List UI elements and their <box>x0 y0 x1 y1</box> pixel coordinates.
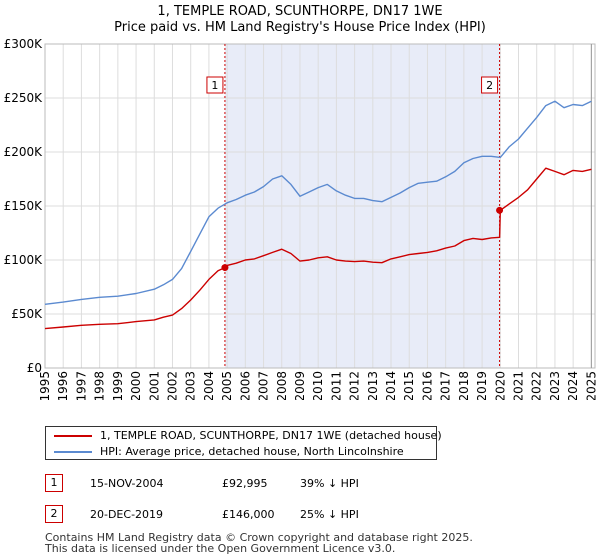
y-tick-label: £150K <box>4 199 44 213</box>
sale-price: £92,995 <box>222 477 268 490</box>
sale-date: 20-DEC-2019 <box>90 508 164 521</box>
x-tick-label: 1996 <box>56 371 70 400</box>
x-tick-label: 2010 <box>311 371 325 400</box>
legend-label-hpi: HPI: Average price, detached house, Nort… <box>100 445 404 458</box>
y-tick-label: £200K <box>4 145 44 159</box>
y-tick-label: £50K <box>11 307 43 321</box>
sale-hpi-diff: 39% ↓ HPI <box>300 477 359 490</box>
x-tick-label: 2017 <box>439 371 453 400</box>
sale-marker-label: 2 <box>486 79 493 92</box>
x-tick-label: 2016 <box>420 371 434 400</box>
sale-marker-box: 2 <box>45 505 63 523</box>
sale-point <box>496 206 504 214</box>
y-tick-label: £300K <box>4 37 44 51</box>
sale-point <box>221 264 229 272</box>
x-tick-label: 2000 <box>129 371 143 400</box>
x-tick-label: 2004 <box>202 371 216 400</box>
sale-hpi-diff: 25% ↓ HPI <box>300 508 359 521</box>
x-tick-label: 2012 <box>348 371 362 400</box>
legend: 1, TEMPLE ROAD, SCUNTHORPE, DN17 1WE (de… <box>45 426 442 460</box>
y-tick-label: £100K <box>4 253 44 267</box>
sale-price: £146,000 <box>222 508 275 521</box>
y-tick-label: £0 <box>27 361 42 375</box>
hpi-line <box>44 100 592 305</box>
x-tick-label: 2008 <box>275 371 289 400</box>
x-tick-label: 2011 <box>329 371 343 400</box>
x-tick-label: 2003 <box>184 371 198 400</box>
sale-marker-label: 1 <box>211 79 218 92</box>
x-tick-label: 2005 <box>220 371 234 400</box>
y-tick-label: £250K <box>4 91 44 105</box>
sale-marker-box: 1 <box>45 474 63 492</box>
footer-licence: This data is licensed under the Open Gov… <box>45 542 396 555</box>
x-tick-label: 2013 <box>366 371 380 400</box>
legend-label-property: 1, TEMPLE ROAD, SCUNTHORPE, DN17 1WE (de… <box>100 429 442 442</box>
property-price-line <box>44 167 592 330</box>
x-tick-label: 2023 <box>548 371 562 400</box>
x-tick-label: 2007 <box>257 371 271 400</box>
x-tick-label: 2009 <box>293 371 307 400</box>
price-chart: £0 £50K £100K £150K £200K £250K £300K 1995 1996 1… <box>4 37 599 400</box>
chart-title: 1, TEMPLE ROAD, SCUNTHORPE, DN17 1WE <box>157 4 443 19</box>
x-tick-label: 2001 <box>147 371 161 400</box>
x-tick-label: 2022 <box>530 371 544 400</box>
plot-frame <box>44 43 596 369</box>
sale-marker-label-box <box>481 76 499 94</box>
footer-copyright: Contains HM Land Registry data © Crown c… <box>45 531 473 544</box>
x-tick-label: 2015 <box>402 371 416 400</box>
x-tick-label: 2014 <box>384 371 398 400</box>
legend-swatch-property <box>54 435 92 437</box>
x-tick-label: 2019 <box>475 371 489 400</box>
chart-subtitle: Price paid vs. HM Land Registry's House … <box>114 20 486 35</box>
x-tick-label: 1995 <box>38 371 52 400</box>
sale-date: 15-NOV-2004 <box>90 477 164 490</box>
x-tick-label: 2025 <box>584 371 598 400</box>
x-tick-label: 2006 <box>238 371 252 400</box>
x-tick-label: 1997 <box>74 371 88 400</box>
x-tick-label: 2024 <box>566 371 580 400</box>
sale-marker-label-box <box>206 76 224 94</box>
x-tick-label: 2021 <box>512 371 526 400</box>
x-tick-label: 2018 <box>457 371 471 400</box>
legend-swatch-hpi <box>54 451 92 453</box>
x-tick-label: 2020 <box>493 371 507 400</box>
x-tick-label: 1999 <box>111 371 125 400</box>
x-tick-label: 1998 <box>93 371 107 400</box>
x-tick-label: 2002 <box>165 371 179 400</box>
